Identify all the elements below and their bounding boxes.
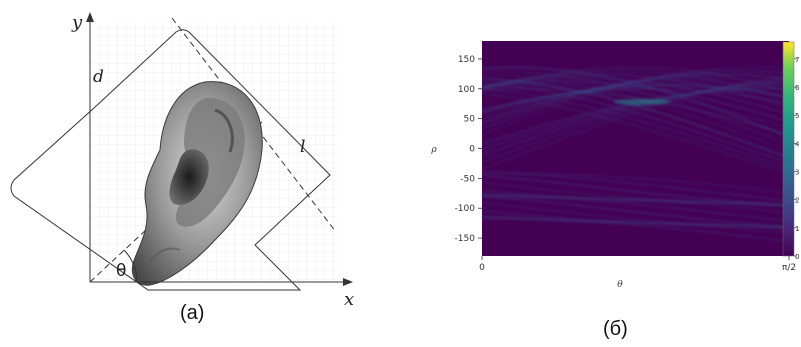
sinusoid-curve bbox=[481, 174, 790, 206]
sinusoid-curve bbox=[481, 70, 790, 146]
sinusoid-curve bbox=[481, 66, 790, 136]
x-axis-arrow bbox=[343, 278, 353, 286]
caption-a: (a) bbox=[180, 302, 205, 324]
sinusoid-curve bbox=[481, 88, 790, 136]
colorbar-tick-label-0: 0 bbox=[795, 253, 799, 261]
y-axis-label: ρ bbox=[430, 145, 437, 155]
y-tick-label-4: -50 bbox=[460, 174, 475, 184]
y-axis-ticks: 150 100 50 0 -50 -100 -150 bbox=[455, 55, 482, 244]
sinusoid-curve bbox=[481, 193, 790, 222]
y-tick-label-5: -100 bbox=[455, 204, 476, 214]
colorbar-tick-label-4: 4 bbox=[795, 140, 800, 148]
sinusoid-curve bbox=[481, 81, 790, 156]
sinusoid-curve bbox=[481, 181, 790, 206]
heatmap-plot-area bbox=[482, 41, 789, 256]
label-l: l bbox=[300, 137, 305, 157]
panel-a-diagram: y x d l θ bbox=[0, 0, 380, 343]
x-tick-label-0: 0 bbox=[479, 263, 485, 273]
sinusoid-curve bbox=[481, 80, 790, 116]
colorbar bbox=[782, 41, 795, 257]
colorbar-tick-label-6: 6 bbox=[795, 84, 800, 92]
sinusoid-curve bbox=[481, 171, 790, 202]
colorbar-tick-label-2: 2 bbox=[795, 197, 799, 205]
theta-arc bbox=[123, 249, 138, 283]
sinusoid-curve bbox=[481, 73, 790, 108]
sinusoid-curve bbox=[481, 70, 790, 130]
y-tick-label-0: 150 bbox=[458, 55, 475, 65]
label-theta: θ bbox=[116, 261, 126, 281]
intensity-peak bbox=[613, 98, 670, 105]
colorbar-ticks: 0 1 2 3 4 5 6 7 bbox=[794, 56, 800, 261]
sinusoid-curves bbox=[481, 66, 790, 242]
y-axis-arrow bbox=[86, 12, 94, 22]
colorbar-tick-label-7: 7 bbox=[795, 56, 799, 64]
label-d: d bbox=[93, 67, 104, 87]
y-tick-label-2: 50 bbox=[464, 115, 476, 125]
axis-x-label: x bbox=[344, 289, 354, 310]
sinusoid-curve bbox=[481, 171, 790, 194]
ear-image bbox=[131, 81, 263, 286]
sinusoid-curve bbox=[481, 84, 790, 130]
y-tick-label-3: 0 bbox=[469, 145, 475, 155]
ear-geometry-svg: y x d l θ bbox=[10, 12, 354, 310]
colorbar-tick-label-1: 1 bbox=[795, 225, 799, 233]
y-tick-label-6: -150 bbox=[455, 234, 476, 244]
panel-b-chart: 150 100 50 0 -50 -100 -150 0 π/2 θ ρ 0 1 2 3 4 5 6 7 bbox=[400, 0, 801, 343]
axis-y-label: y bbox=[71, 12, 83, 33]
sinusoid-curve bbox=[481, 76, 790, 170]
sinusoid-curve bbox=[481, 216, 790, 242]
sinusoid-curve bbox=[481, 87, 790, 169]
heatmap-svg: 150 100 50 0 -50 -100 -150 0 π/2 θ ρ 0 1 2 3 4 5 6 7 bbox=[430, 41, 800, 290]
colorbar-tick-label-3: 3 bbox=[795, 169, 799, 177]
x-axis-label: θ bbox=[617, 280, 623, 290]
x-tick-label-pi2: π/2 bbox=[782, 263, 796, 273]
colorbar-tick-label-5: 5 bbox=[795, 112, 799, 120]
y-tick-label-1: 100 bbox=[458, 85, 475, 95]
caption-b: (б) bbox=[603, 318, 628, 340]
sinusoid-curve bbox=[481, 195, 790, 228]
